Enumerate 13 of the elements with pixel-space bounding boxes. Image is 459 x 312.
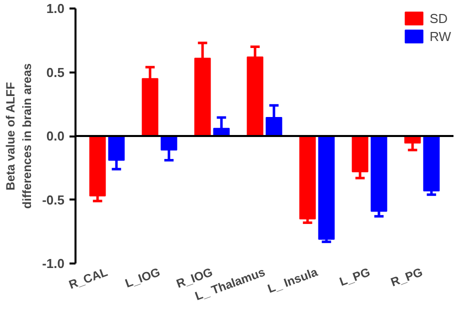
y-tick-label: 0.5 (46, 64, 65, 80)
x-tick-label: L_ Insula (266, 264, 320, 296)
x-tick-label: R_PG (388, 264, 424, 290)
y-axis-title: Beta value of ALFF differences in brain areas (3, 62, 34, 209)
x-tick-label: R_CAL (67, 264, 110, 292)
legend-label: RW (430, 28, 451, 44)
y-tick-label: -0.5 (42, 192, 65, 208)
x-tick-label: L_IOG (123, 264, 162, 290)
legend-label: SD (430, 10, 449, 26)
y-tick-label: -1.0 (42, 256, 65, 271)
y-tick-label: 1.0 (46, 1, 65, 16)
x-tick-label: L_PG (338, 264, 372, 289)
y-tick-label: 0.0 (46, 128, 65, 144)
